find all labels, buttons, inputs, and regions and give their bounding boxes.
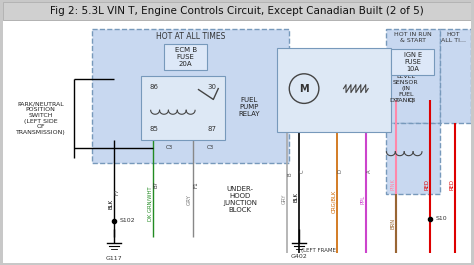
Text: A: A <box>367 170 372 173</box>
Text: M: M <box>299 83 309 94</box>
Text: FUEL
PUMP/
LEVEL
SENSOR
(IN
FUEL
TANK): FUEL PUMP/ LEVEL SENSOR (IN FUEL TANK) <box>393 63 419 103</box>
Text: BRN: BRN <box>391 218 395 229</box>
Bar <box>3 2 471 20</box>
Text: ORG/BLK: ORG/BLK <box>331 189 336 213</box>
Bar <box>164 44 208 70</box>
Bar <box>440 29 471 123</box>
Text: PPL: PPL <box>361 195 366 204</box>
Text: PARK/NEUTRAL
POSITION
SWITCH
(LEFT SIDE
OF
TRANSMISSION): PARK/NEUTRAL POSITION SWITCH (LEFT SIDE … <box>16 101 65 135</box>
Text: GRY: GRY <box>187 194 192 205</box>
Text: FUEL
PUMP
RELAY: FUEL PUMP RELAY <box>238 97 260 117</box>
Bar <box>141 76 225 140</box>
Text: D9: D9 <box>390 98 398 103</box>
Text: C3: C3 <box>207 145 214 150</box>
Bar <box>386 123 440 194</box>
Text: 85: 85 <box>150 126 159 132</box>
Text: BLK: BLK <box>294 192 299 202</box>
Text: UNDER-
HOOD
JUNCTION
BLOCK: UNDER- HOOD JUNCTION BLOCK <box>223 186 257 213</box>
Text: (LEFT FRAME: (LEFT FRAME <box>301 248 336 253</box>
Bar <box>386 29 440 123</box>
Text: G117: G117 <box>105 256 122 261</box>
Text: B7: B7 <box>154 181 159 188</box>
Text: G402: G402 <box>291 254 308 259</box>
Text: 87: 87 <box>208 126 217 132</box>
Text: S10: S10 <box>435 216 447 221</box>
Text: HOT IN RUN
& START: HOT IN RUN & START <box>394 32 431 43</box>
Text: 30: 30 <box>208 84 217 90</box>
Text: GRY: GRY <box>282 194 287 204</box>
Bar <box>92 29 289 163</box>
Text: IGN E
FUSE
10A: IGN E FUSE 10A <box>403 52 422 72</box>
Text: Fig 2: 5.3L VIN T, Engine Controls Circuit, Except Canadian Built (2 of 5): Fig 2: 5.3L VIN T, Engine Controls Circu… <box>50 6 424 16</box>
Bar <box>277 48 391 132</box>
Text: PINK: PINK <box>391 178 395 190</box>
Text: ECM B
FUSE
20A: ECM B FUSE 20A <box>174 47 197 67</box>
Text: HOT AT ALL TIMES: HOT AT ALL TIMES <box>156 32 225 41</box>
Text: S102: S102 <box>119 218 135 223</box>
Text: D: D <box>337 169 342 174</box>
Text: C3: C3 <box>165 145 173 150</box>
Text: BLK: BLK <box>108 199 113 209</box>
Text: RED: RED <box>425 179 430 190</box>
Text: RED: RED <box>449 179 455 190</box>
Text: F7: F7 <box>114 189 119 196</box>
Text: HOT
ALL TI...: HOT ALL TI... <box>440 32 465 43</box>
Text: 86: 86 <box>150 84 159 90</box>
Text: C8: C8 <box>408 98 416 103</box>
Text: F1: F1 <box>193 181 198 188</box>
Text: DK GRN/WHT: DK GRN/WHT <box>148 187 153 221</box>
Bar <box>391 49 434 75</box>
Text: B: B <box>288 173 293 176</box>
Text: C: C <box>300 170 305 173</box>
